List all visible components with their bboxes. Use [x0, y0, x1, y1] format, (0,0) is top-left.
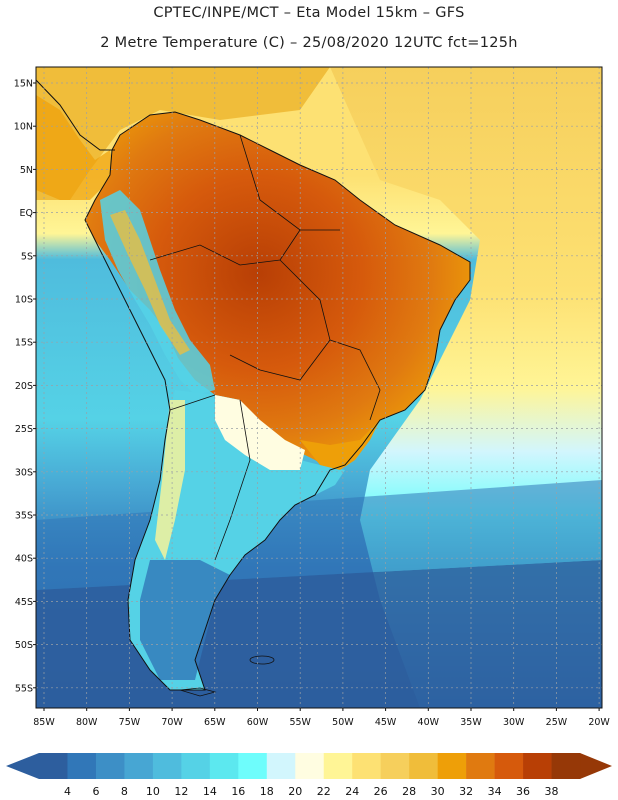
caribbean-warm-field: [36, 67, 330, 200]
lon-tick-label: 50W: [332, 717, 354, 728]
lon-tick-label: 70W: [161, 717, 183, 728]
lon-tick-label: 65W: [204, 717, 226, 728]
lon-tick-label: 75W: [119, 717, 141, 728]
lat-tick-label: 15N: [14, 79, 33, 90]
longitude-axis: 85W 80W 75W 70W 65W 60W 55W 50W 45W 40W …: [33, 717, 610, 728]
legend-swatch: [323, 753, 353, 779]
legend-label: 16: [231, 785, 245, 798]
legend-label: 12: [174, 785, 188, 798]
legend-label: 38: [545, 785, 559, 798]
legend-swatch: [352, 753, 381, 779]
graticule: [36, 67, 602, 708]
map-frame: [35, 66, 603, 709]
legend-label: 20: [288, 785, 302, 798]
legend-swatch: [39, 753, 68, 779]
legend-label: 10: [146, 785, 160, 798]
lon-tick-label: 85W: [33, 717, 55, 728]
chaco-pale-zone: [215, 395, 305, 470]
legend-label: 34: [488, 785, 502, 798]
legend-swatch: [238, 753, 268, 779]
falkland-islands: [249, 655, 275, 665]
lat-tick-label: 30S: [15, 467, 33, 478]
legend-label: 32: [459, 785, 473, 798]
lat-tick-label: 50S: [15, 640, 33, 651]
legend-swatch: [67, 753, 97, 779]
legend-swatch: [409, 753, 438, 779]
legend-swatch: [466, 753, 495, 779]
map-title-line1: CPTEC/INPE/MCT – Eta Model 15km – GFS: [153, 5, 465, 21]
legend-low-arrow: [6, 753, 39, 779]
lat-tick-label: 10N: [14, 122, 33, 133]
lon-tick-label: 60W: [247, 717, 269, 728]
lon-tick-label: 35W: [460, 717, 482, 728]
lon-tick-label: 25W: [546, 717, 568, 728]
legend-swatch: [266, 753, 296, 779]
legend-label: 28: [402, 785, 416, 798]
lat-tick-label: EQ: [20, 208, 33, 219]
legend-swatch: [209, 753, 239, 779]
legend-label: 36: [516, 785, 530, 798]
lat-tick-label: 15S: [15, 338, 33, 349]
lon-tick-label: 40W: [418, 717, 440, 728]
central-america-coastline: [36, 79, 115, 151]
legend-high-arrow: [580, 753, 612, 779]
legend-swatch: [181, 753, 211, 779]
latitude-axis: 15N 10N 5N EQ 5S 10S 15S 20S 25S 30S 35S…: [14, 79, 33, 695]
legend-swatch: [523, 753, 552, 779]
legend-label: 22: [317, 785, 331, 798]
lat-tick-label: 10S: [15, 295, 33, 306]
lon-tick-label: 20W: [588, 717, 610, 728]
map-title-line2: 2 Metre Temperature (C) – 25/08/2020 12U…: [100, 35, 518, 51]
lon-tick-label: 30W: [503, 717, 525, 728]
legend-swatch: [95, 753, 125, 779]
lon-tick-label: 80W: [76, 717, 98, 728]
legend-swatch: [380, 753, 410, 779]
continent-coastline: [84, 111, 471, 691]
legend-label: 30: [431, 785, 445, 798]
lat-tick-label: 45S: [15, 597, 33, 608]
legend-label: 14: [203, 785, 217, 798]
legend-swatch: [437, 753, 467, 779]
legend-swatch: [494, 753, 524, 779]
legend-label: 26: [374, 785, 388, 798]
legend-label: 4: [64, 785, 71, 798]
legend-swatch: [551, 753, 581, 779]
legend-swatch: [124, 753, 154, 779]
lat-tick-label: 25S: [15, 424, 33, 435]
lat-tick-label: 5N: [20, 165, 33, 176]
lon-tick-label: 55W: [289, 717, 311, 728]
legend-label: 24: [345, 785, 359, 798]
lat-tick-label: 35S: [15, 511, 33, 522]
lat-tick-label: 55S: [15, 683, 33, 694]
south-america-landmass: [85, 112, 470, 470]
lat-tick-label: 20S: [15, 381, 33, 392]
legend-label: 8: [121, 785, 128, 798]
lat-tick-label: 5S: [21, 251, 33, 262]
legend-label: 18: [260, 785, 274, 798]
legend-swatch: [152, 753, 182, 779]
country-borders: [149, 134, 381, 561]
lat-tick-label: 40S: [15, 554, 33, 565]
legend-label: 6: [92, 785, 99, 798]
legend-swatch: [295, 753, 325, 779]
lon-tick-label: 45W: [375, 717, 397, 728]
